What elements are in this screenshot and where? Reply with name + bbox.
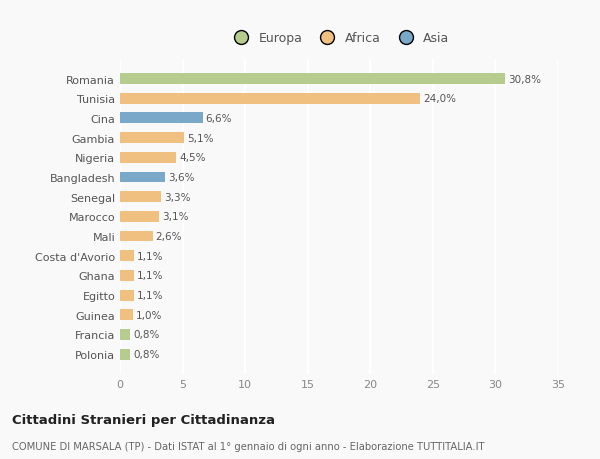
Bar bbox=[120, 113, 203, 124]
Bar bbox=[120, 212, 159, 222]
Text: 0,8%: 0,8% bbox=[133, 330, 160, 340]
Text: 5,1%: 5,1% bbox=[187, 133, 214, 143]
Text: 6,6%: 6,6% bbox=[206, 114, 232, 123]
Bar bbox=[120, 152, 176, 163]
Text: 4,5%: 4,5% bbox=[179, 153, 206, 163]
Text: COMUNE DI MARSALA (TP) - Dati ISTAT al 1° gennaio di ogni anno - Elaborazione TU: COMUNE DI MARSALA (TP) - Dati ISTAT al 1… bbox=[12, 441, 485, 451]
Bar bbox=[120, 192, 161, 202]
Bar bbox=[120, 231, 152, 242]
Bar bbox=[120, 133, 184, 144]
Bar bbox=[120, 94, 421, 104]
Legend: Europa, Africa, Asia: Europa, Africa, Asia bbox=[226, 30, 452, 48]
Text: 0,8%: 0,8% bbox=[133, 349, 160, 359]
Bar bbox=[120, 270, 134, 281]
Text: Cittadini Stranieri per Cittadinanza: Cittadini Stranieri per Cittadinanza bbox=[12, 413, 275, 426]
Bar bbox=[120, 290, 134, 301]
Bar bbox=[120, 74, 505, 85]
Text: 30,8%: 30,8% bbox=[509, 74, 542, 84]
Text: 1,1%: 1,1% bbox=[137, 271, 163, 281]
Text: 24,0%: 24,0% bbox=[424, 94, 457, 104]
Bar bbox=[120, 251, 134, 262]
Text: 1,1%: 1,1% bbox=[137, 251, 163, 261]
Text: 3,3%: 3,3% bbox=[164, 192, 191, 202]
Bar bbox=[120, 172, 165, 183]
Bar bbox=[120, 330, 130, 340]
Bar bbox=[120, 310, 133, 320]
Text: 2,6%: 2,6% bbox=[155, 231, 182, 241]
Text: 1,0%: 1,0% bbox=[136, 310, 162, 320]
Bar bbox=[120, 349, 130, 360]
Text: 1,1%: 1,1% bbox=[137, 291, 163, 301]
Text: 3,6%: 3,6% bbox=[168, 173, 194, 183]
Text: 3,1%: 3,1% bbox=[162, 212, 188, 222]
